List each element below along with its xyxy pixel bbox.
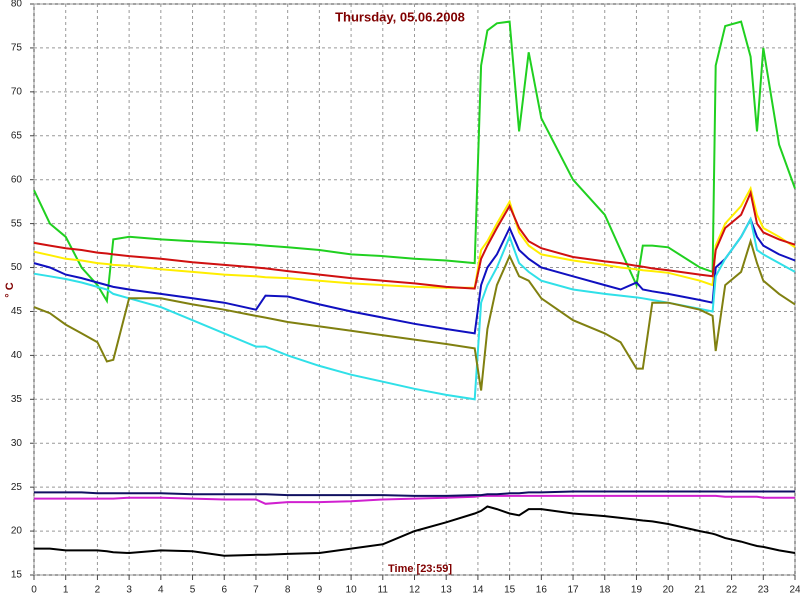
series-line	[33, 216, 796, 335]
x-tick-label: 3	[126, 585, 132, 596]
y-tick-label: 15	[11, 570, 23, 581]
y-tick-label: 25	[11, 482, 23, 493]
x-tick-label: 8	[285, 585, 291, 596]
chart-title: Thursday, 05.06.2008	[335, 9, 465, 24]
x-tick-label: 1	[63, 585, 69, 596]
y-tick-label: 65	[11, 130, 23, 141]
x-tick-label: 9	[317, 585, 323, 596]
x-tick-label: 11	[378, 585, 389, 596]
series-line	[33, 237, 796, 391]
x-tick-label: 0	[31, 585, 37, 596]
y-tick-label: 60	[11, 174, 23, 185]
x-tick-label: 22	[726, 585, 738, 596]
x-tick-label: 6	[221, 585, 227, 596]
y-tick-label: 20	[11, 526, 23, 537]
x-tick-label: 13	[441, 585, 453, 596]
y-tick-label: 50	[11, 262, 23, 273]
x-tick-label: 12	[409, 585, 421, 596]
x-tick-label: 17	[567, 585, 579, 596]
y-tick-label: 75	[11, 43, 23, 54]
x-tick-label: 20	[663, 585, 675, 596]
x-tick-label: 10	[346, 585, 358, 596]
series-line	[33, 20, 796, 304]
y-axis-label: ° C	[4, 282, 16, 297]
x-tick-label: 15	[504, 585, 516, 596]
x-tick-label: 14	[472, 585, 484, 596]
y-tick-label: 45	[11, 306, 23, 317]
x-tick-label: 5	[190, 585, 196, 596]
x-tick-label: 23	[758, 585, 770, 596]
series-line	[33, 189, 796, 290]
x-tick-label: 24	[789, 585, 800, 596]
x-tick-label: 4	[158, 585, 164, 596]
x-tick-label: 19	[631, 585, 643, 596]
y-tick-label: 30	[11, 438, 23, 449]
series-line	[34, 505, 796, 557]
y-tick-label: 40	[11, 350, 23, 361]
series-line	[34, 494, 795, 505]
y-tick-label: 35	[11, 394, 23, 405]
x-axis-label: Time [23:59]	[388, 563, 452, 575]
y-tick-label: 70	[11, 86, 23, 97]
y-tick-label: 80	[11, 0, 23, 10]
y-tick-label: 55	[11, 218, 23, 229]
x-tick-label: 7	[253, 585, 259, 596]
series-line	[34, 490, 795, 497]
x-tick-label: 18	[599, 585, 611, 596]
x-tick-label: 21	[694, 585, 706, 596]
x-tick-label: 16	[536, 585, 548, 596]
series-line	[33, 216, 796, 401]
x-tick-label: 2	[95, 585, 101, 596]
